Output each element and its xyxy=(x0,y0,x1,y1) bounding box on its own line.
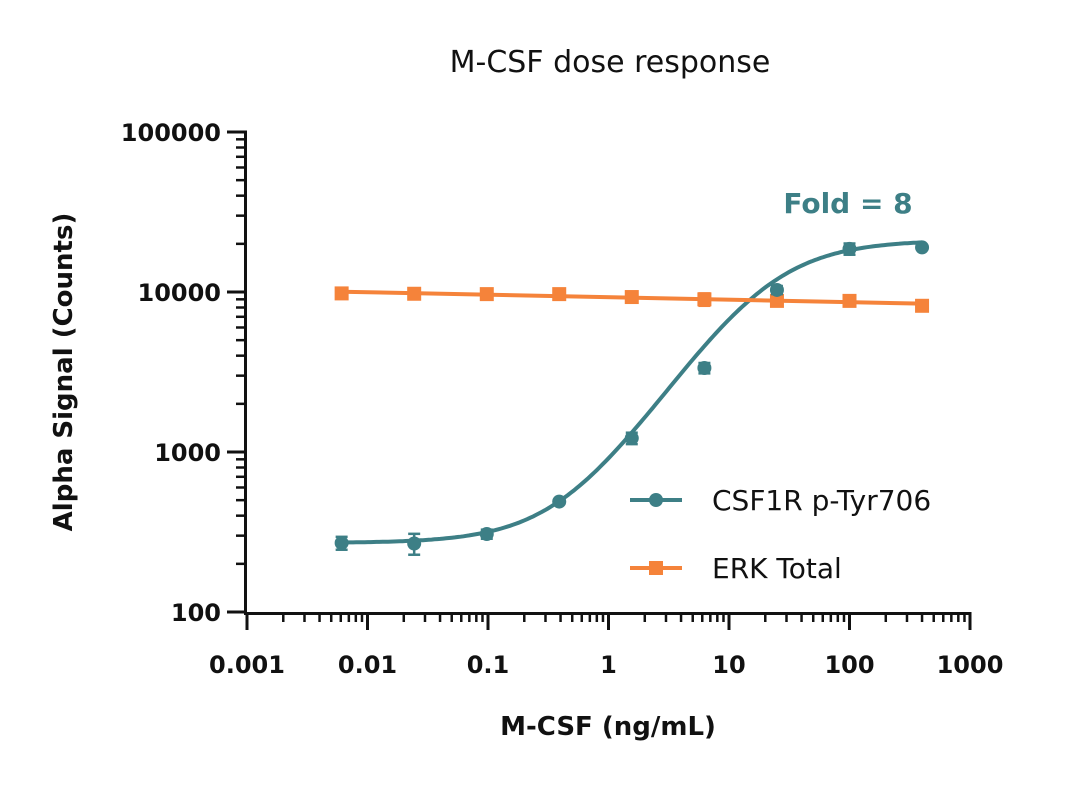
chart-title: M-CSF dose response xyxy=(450,45,771,80)
plot-marks xyxy=(334,240,930,556)
erk-data-point xyxy=(915,298,930,313)
csf1r-data-point xyxy=(407,536,422,551)
y-axis-label: Alpha Signal (Counts) xyxy=(49,213,79,532)
csf1r-data-point xyxy=(334,535,349,550)
legend: CSF1R p-Tyr706 ERK Total xyxy=(630,484,931,585)
csf1r-data-point xyxy=(552,494,567,509)
y-tick-label: 10000 xyxy=(138,279,222,307)
x-tick-label: 0.1 xyxy=(467,651,510,679)
x-axis-label: M-CSF (ng/mL) xyxy=(500,712,716,742)
x-tick-label: 1 xyxy=(600,651,617,679)
legend-square-marker xyxy=(649,561,663,575)
x-tick-label: 0.01 xyxy=(338,651,397,679)
erk-data-point xyxy=(479,287,494,302)
erk-data-point xyxy=(842,293,857,308)
csf1r-data-point xyxy=(915,240,930,255)
csf1r-data-point xyxy=(479,527,494,542)
fold-annotation: Fold = 8 xyxy=(783,187,912,220)
erk-data-point xyxy=(407,286,422,301)
erk-data-point xyxy=(334,286,349,301)
x-tick-label: 10 xyxy=(712,651,745,679)
axes: 0.001 0.01 0.1 1 10 100 1000 100 1000 10000 100000 xyxy=(121,119,1004,679)
y-tick-label: 100000 xyxy=(121,119,221,147)
x-tick-label: 0.001 xyxy=(209,651,285,679)
csf1r-data-point xyxy=(769,282,784,297)
csf1r-data-point xyxy=(697,360,712,375)
erk-data-point xyxy=(769,293,784,308)
legend-label: ERK Total xyxy=(712,552,842,585)
erk-data-point xyxy=(624,290,639,305)
y-tick-label: 100 xyxy=(171,599,221,627)
erk-data-point xyxy=(552,287,567,302)
erk-data-point xyxy=(697,292,712,307)
csf1r-data-point xyxy=(624,431,639,446)
x-tick-label: 100 xyxy=(824,651,874,679)
legend-circle-marker xyxy=(649,493,663,507)
csf1r-data-point xyxy=(842,241,857,256)
legend-label: CSF1R p-Tyr706 xyxy=(712,484,931,517)
x-tick-label: 1000 xyxy=(937,651,1004,679)
y-tick-label: 1000 xyxy=(154,439,221,467)
